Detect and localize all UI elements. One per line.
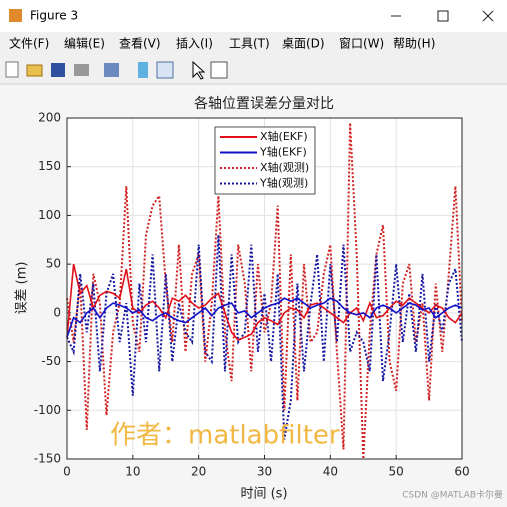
x-tick-label: 20: [191, 465, 206, 479]
legend-label: Y轴(EKF): [259, 145, 307, 159]
series-line: [66, 297, 463, 338]
menu-item[interactable]: 查看(V): [119, 37, 161, 51]
x-tick-label: 30: [257, 465, 272, 479]
menu-item[interactable]: 插入(I): [176, 37, 213, 51]
property-icon[interactable]: [210, 61, 228, 79]
x-tick-label: 60: [454, 465, 469, 479]
menu-item[interactable]: 编辑(E): [64, 36, 105, 51]
menu-item[interactable]: 文件(F): [9, 36, 49, 51]
print-icon[interactable]: [74, 64, 89, 76]
series-line: [66, 234, 463, 440]
x-tick-label: 0: [63, 465, 71, 479]
series-line: [66, 122, 463, 460]
menu-item[interactable]: 桌面(D): [282, 37, 325, 51]
y-tick-label: 150: [38, 159, 61, 173]
legend-label: X轴(观测): [260, 160, 309, 174]
x-axis-label: 时间 (s): [240, 487, 287, 502]
y-tick-label: -150: [34, 452, 61, 466]
toolbar-icons: [5, 60, 228, 80]
y-tick-label: 50: [46, 257, 61, 271]
menu-item[interactable]: 工具(T): [229, 37, 270, 51]
legend-box: [214, 126, 316, 195]
series-line: [66, 263, 463, 342]
x-tick-label: 40: [323, 465, 338, 479]
y-axis-label: 误差 (m): [15, 262, 30, 315]
pointer-icon[interactable]: [192, 60, 206, 80]
y-tick-label: 200: [38, 111, 61, 125]
app-icon: [9, 9, 22, 22]
menu-bar: [0, 32, 507, 56]
colorbar-icon[interactable]: [138, 62, 148, 78]
legend-icon[interactable]: [156, 61, 174, 79]
menu-item[interactable]: 窗口(W): [339, 37, 384, 51]
y-tick-label: -100: [34, 403, 61, 417]
title-bar: [0, 0, 507, 32]
legend-label: Y轴(观测): [259, 176, 308, 190]
y-tick-label: 0: [53, 305, 61, 319]
close-button[interactable]: [482, 10, 494, 22]
legend-label: X轴(EKF): [260, 129, 308, 143]
y-tick-label: 100: [38, 208, 61, 222]
x-tick-label: 10: [125, 465, 140, 479]
window-title: Figure 3: [30, 9, 78, 23]
menu-item[interactable]: 帮助(H): [393, 37, 435, 51]
new-icon[interactable]: [5, 61, 19, 78]
open-icon[interactable]: [26, 64, 43, 77]
maximize-button[interactable]: [437, 10, 449, 22]
axes-box: [66, 117, 463, 460]
x-tick-label: 50: [389, 465, 404, 479]
link-icon[interactable]: [104, 63, 119, 77]
watermark: 作者：matlabfilter: [110, 421, 340, 451]
credit: CSDN @MATLAB卡尔曼: [402, 489, 503, 501]
chart-title: 各轴位置误差分量对比: [194, 96, 334, 112]
save-icon[interactable]: [51, 63, 65, 77]
y-tick-label: -50: [41, 354, 61, 368]
